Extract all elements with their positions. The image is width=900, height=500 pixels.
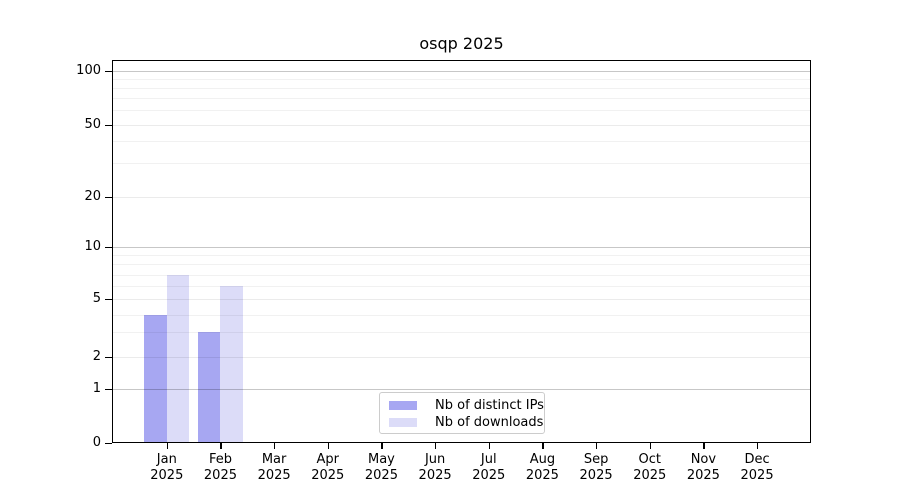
x-tick-label: Jul 2025 [472, 452, 506, 483]
y-tick-mark [105, 443, 112, 445]
x-tick-mark [649, 443, 652, 449]
gridline [113, 88, 810, 89]
gridline [113, 110, 810, 111]
bar-distinct-ips [144, 315, 167, 443]
gridline [113, 247, 810, 248]
x-tick-mark [488, 443, 491, 449]
gridline [113, 163, 810, 164]
gridline [113, 357, 810, 358]
gridline [113, 274, 810, 276]
y-tick-label: 1 [92, 380, 101, 396]
y-tick-label: 2 [92, 349, 101, 364]
y-tick-label: 5 [92, 290, 101, 306]
x-tick-label: Mar 2025 [257, 452, 291, 483]
gridline [113, 71, 810, 72]
legend: Nb of distinct IPs Nb of downloads [379, 392, 545, 434]
y-tick-label: 10 [84, 239, 101, 254]
y-tick-label: 20 [84, 189, 101, 204]
gridline [113, 79, 810, 80]
x-tick-label: Dec 2025 [740, 452, 774, 483]
x-tick-mark [220, 443, 222, 449]
x-tick-label: Apr 2025 [311, 452, 345, 483]
y-tick-label: 0 [92, 435, 101, 450]
y-tick-mark [105, 197, 112, 199]
x-tick-label: Jan 2025 [150, 452, 184, 483]
gridline [113, 141, 810, 142]
gridline [113, 98, 810, 99]
y-tick-mark [105, 125, 112, 127]
legend-row: Nb of distinct IPs [380, 397, 544, 414]
x-tick-label: Feb 2025 [203, 452, 237, 483]
x-tick-mark [166, 443, 169, 449]
legend-label: Nb of downloads [435, 414, 544, 430]
bar-downloads [166, 274, 190, 443]
legend-label: Nb of distinct IPs [435, 397, 544, 413]
x-tick-mark [274, 443, 276, 449]
x-tick-label: Aug 2025 [525, 452, 559, 483]
x-tick-label: Sep 2025 [579, 452, 613, 483]
x-tick-mark [542, 443, 544, 449]
y-tick-mark [105, 357, 112, 359]
gridline [113, 264, 810, 265]
chart-title: osqp 2025 [419, 34, 504, 53]
gridline [113, 197, 810, 198]
x-tick-mark [435, 443, 437, 449]
legend-swatch [389, 401, 417, 410]
gridline [113, 332, 810, 333]
x-tick-mark [596, 443, 598, 449]
gridline [113, 298, 810, 300]
gridline [113, 255, 810, 256]
x-tick-label: Oct 2025 [633, 452, 667, 483]
gridline [113, 286, 810, 287]
x-tick-label: Nov 2025 [686, 452, 720, 483]
gridline [113, 315, 810, 316]
y-tick-mark [105, 247, 112, 249]
bar-distinct-ips [197, 332, 221, 443]
x-tick-mark [327, 443, 330, 449]
gridline [113, 125, 810, 126]
x-tick-label: May 2025 [364, 452, 398, 483]
bar-downloads [220, 286, 243, 443]
gridline [113, 388, 810, 390]
x-tick-mark [703, 443, 705, 449]
x-tick-mark [381, 443, 383, 449]
x-tick-label: Jun 2025 [418, 452, 452, 483]
y-tick-mark [105, 71, 112, 73]
y-tick-mark [105, 298, 112, 300]
y-tick-label: 50 [84, 117, 101, 132]
legend-swatch [389, 418, 417, 427]
y-tick-mark [105, 388, 112, 390]
x-tick-mark [757, 443, 759, 449]
legend-row: Nb of downloads [380, 414, 544, 431]
y-tick-label: 100 [76, 63, 101, 78]
